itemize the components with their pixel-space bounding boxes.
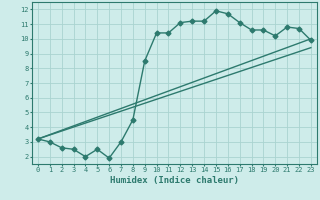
X-axis label: Humidex (Indice chaleur): Humidex (Indice chaleur)	[110, 176, 239, 185]
